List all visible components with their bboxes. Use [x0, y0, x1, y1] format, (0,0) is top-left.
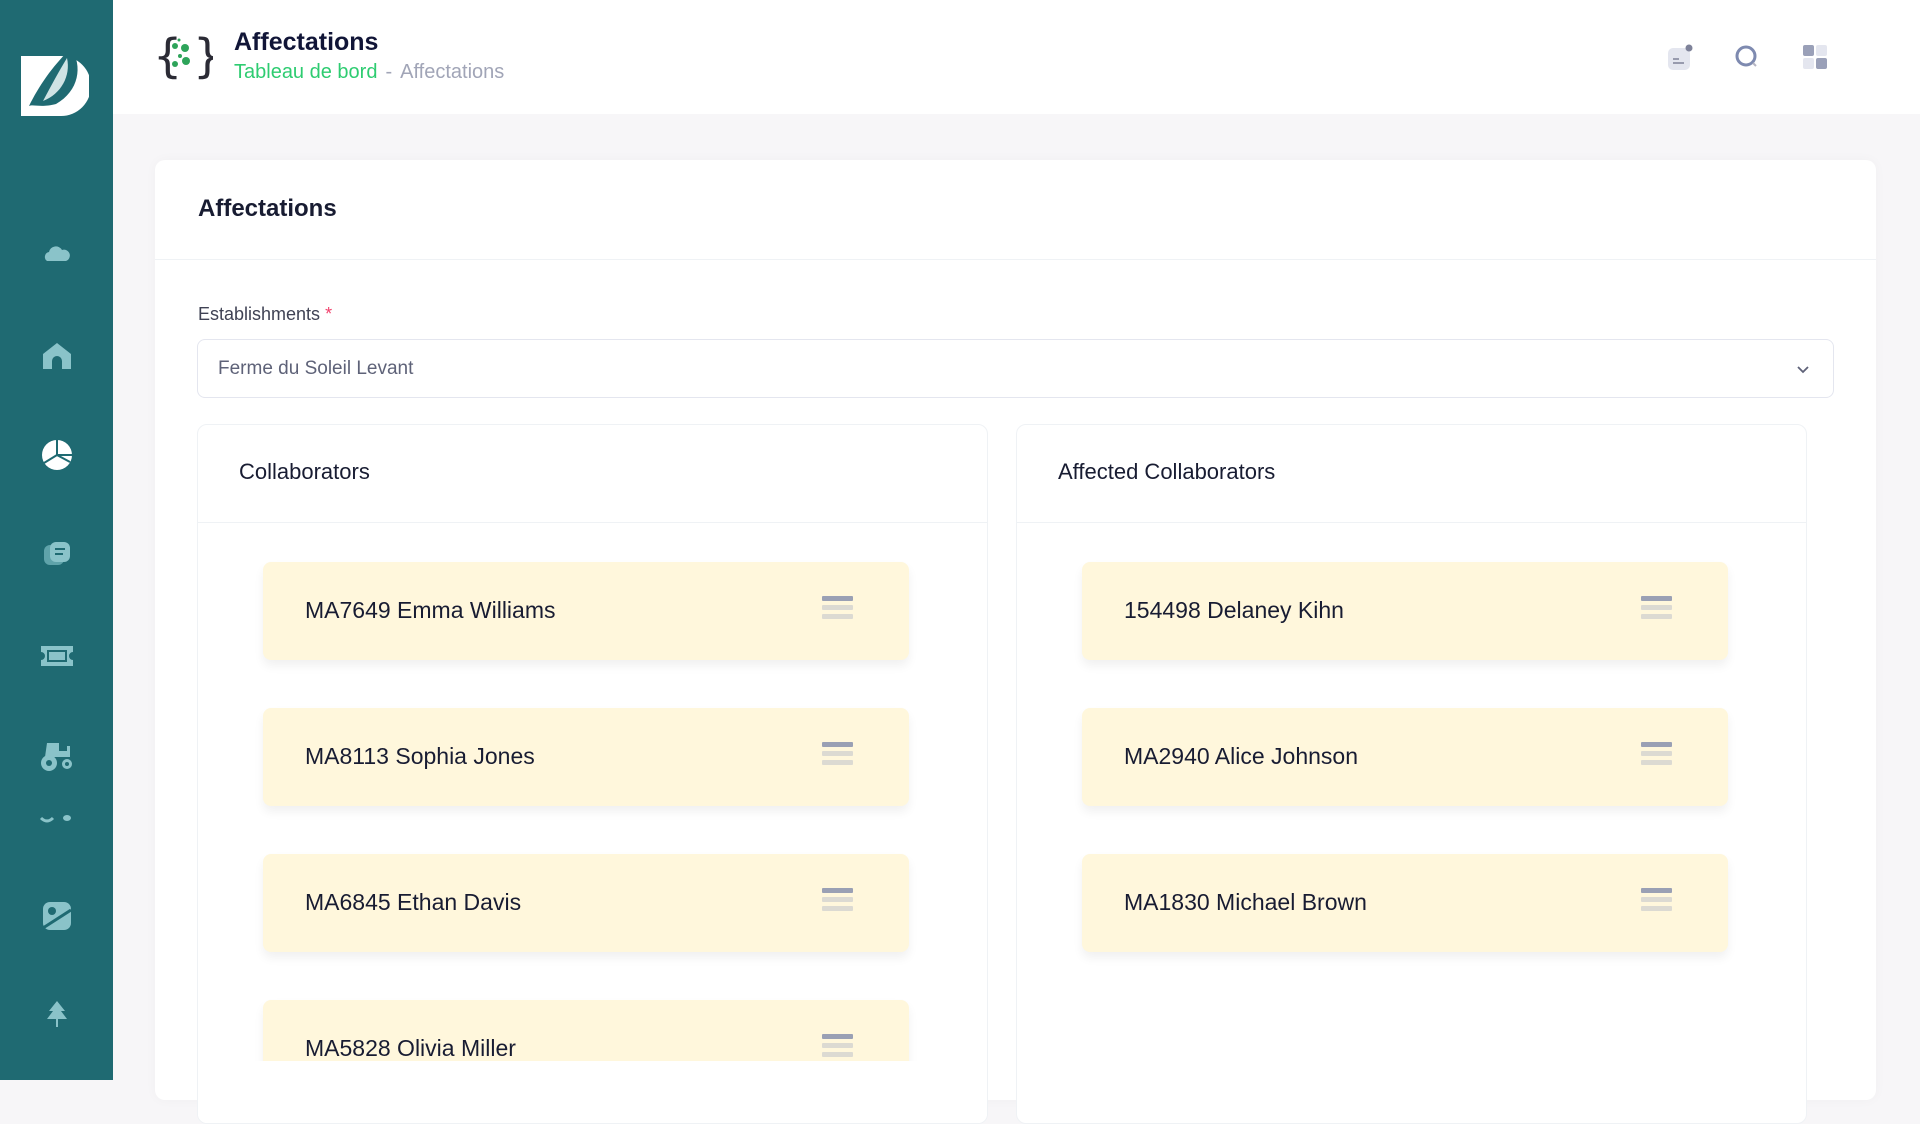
establishments-select[interactable]: Ferme du Soleil Levant [197, 339, 1834, 398]
header: {} Affectations Tableau de bord-Affectat… [113, 0, 1920, 114]
drag-handle-icon[interactable] [822, 596, 853, 623]
nav-notes[interactable] [0, 529, 113, 579]
affectations-card: Affectations Establishments * Ferme du S… [155, 160, 1876, 1124]
divider [155, 259, 1876, 260]
list-clip [198, 1061, 987, 1123]
list-item[interactable]: MA2940 Alice Johnson [1082, 708, 1728, 806]
nav-tickets[interactable] [0, 631, 113, 681]
apps-grid-icon[interactable] [1800, 42, 1830, 72]
divider [1017, 522, 1806, 523]
affected-panel: Affected Collaborators 154498 Delaney Ki… [1016, 424, 1807, 1124]
list-item[interactable]: MA1830 Michael Brown [1082, 854, 1728, 952]
nav-map[interactable] [0, 891, 113, 941]
item-name: MA5828 Olivia Miller [305, 1035, 516, 1061]
nav-dashboard[interactable] [0, 430, 113, 480]
drag-handle-icon[interactable] [822, 742, 853, 769]
breadcrumb-home[interactable]: Tableau de bord [234, 61, 378, 83]
list-item[interactable]: MA6845 Ethan Davis [263, 854, 909, 952]
chevron-down-icon [1797, 366, 1809, 374]
list-item[interactable]: MA8113 Sophia Jones [263, 708, 909, 806]
breadcrumb-current: Affectations [400, 61, 505, 83]
svg-text:{: { [153, 30, 182, 83]
divider [198, 522, 987, 523]
sidebar [0, 0, 113, 1080]
map-icon [41, 902, 72, 930]
drag-handle-icon[interactable] [1641, 888, 1672, 915]
drag-handle-icon[interactable] [1641, 742, 1672, 769]
card-title: Affectations [198, 195, 337, 222]
item-name: MA1830 Michael Brown [1124, 889, 1367, 915]
item-name: MA2940 Alice Johnson [1124, 743, 1358, 769]
nav-tools[interactable] [0, 805, 113, 835]
page-header-title: Affectations [234, 28, 379, 56]
establishments-label: Establishments * [198, 304, 333, 324]
drag-handle-icon[interactable] [822, 888, 853, 915]
tools-icon [39, 815, 71, 823]
search-icon[interactable] [1732, 42, 1762, 72]
notifications-icon[interactable] [1664, 42, 1694, 72]
collaborators-panel: Collaborators MA7649 Emma Williams MA811… [197, 424, 988, 1124]
nav-home[interactable] [0, 331, 113, 381]
item-name: MA6845 Ethan Davis [305, 889, 522, 915]
cloud-icon [44, 246, 70, 261]
list-item[interactable]: MA7649 Emma Williams [263, 562, 909, 660]
drag-handle-icon[interactable] [1641, 596, 1672, 623]
home-icon [42, 343, 71, 369]
item-name: MA7649 Emma Williams [305, 597, 556, 623]
nav-tractor[interactable] [0, 730, 113, 780]
item-name: 154498 Delaney Kihn [1124, 597, 1344, 623]
affected-title: Affected Collaborators [1058, 459, 1276, 484]
tree-icon [46, 1001, 67, 1027]
pie-chart-icon [41, 440, 72, 470]
breadcrumb: Tableau de bord - Affectations [234, 61, 505, 83]
drag-handle-icon[interactable] [822, 1034, 853, 1061]
nav-tree[interactable] [0, 990, 113, 1040]
list-item[interactable]: 154498 Delaney Kihn [1082, 562, 1728, 660]
svg-text:}: } [193, 30, 213, 83]
page-icon: {} [153, 30, 213, 83]
ticket-icon [40, 646, 73, 666]
app-logo[interactable] [21, 46, 89, 116]
notes-icon [43, 542, 70, 565]
tractor-icon [40, 743, 72, 771]
establishments-value: Ferme du Soleil Levant [218, 358, 414, 379]
collaborators-title: Collaborators [239, 459, 370, 484]
item-name: MA8113 Sophia Jones [305, 743, 535, 769]
required-mark: * [325, 304, 333, 324]
nav-cloud[interactable] [0, 230, 113, 280]
